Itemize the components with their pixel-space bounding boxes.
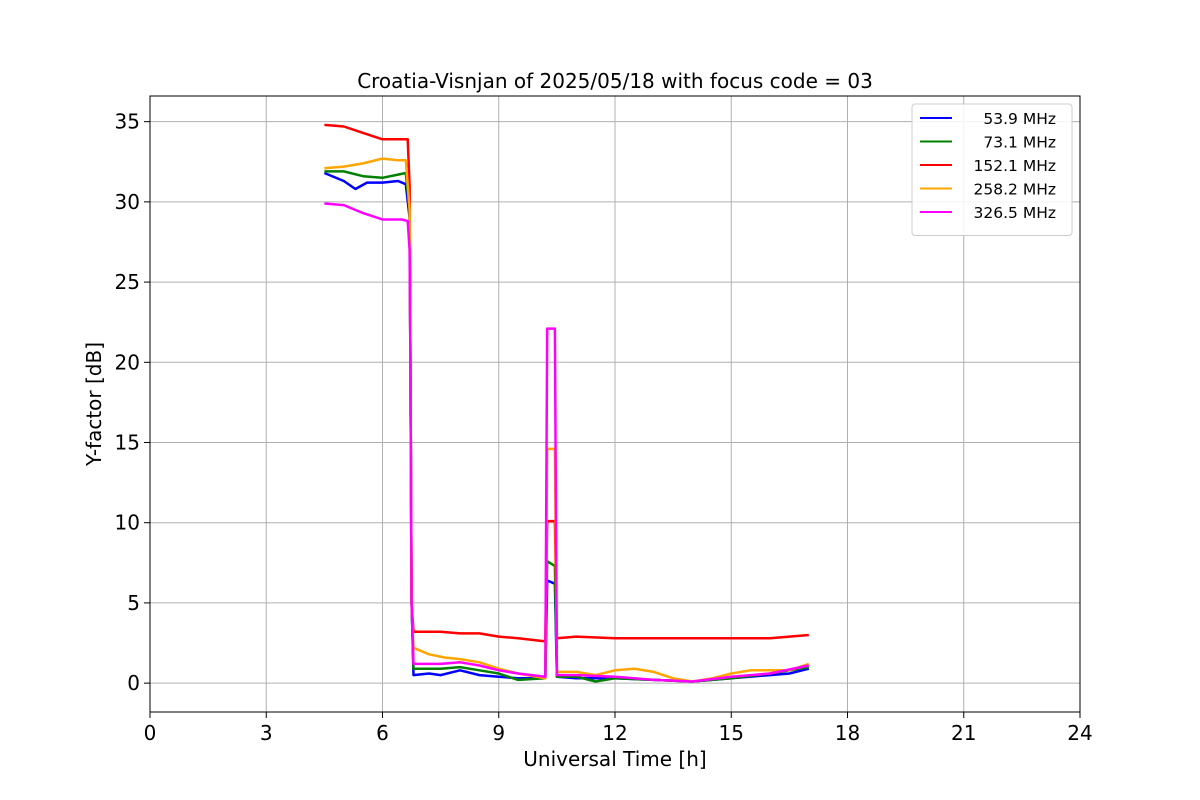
x-tick-label: 15 (719, 721, 744, 745)
x-tick-label: 0 (144, 721, 157, 745)
y-tick-label: 15 (115, 431, 140, 455)
legend-label: 152.1 MHz (974, 157, 1056, 175)
x-axis-label: Universal Time [h] (523, 747, 706, 771)
x-tick-label: 21 (951, 721, 976, 745)
x-tick-label: 3 (260, 721, 273, 745)
legend-label: 73.1 MHz (983, 134, 1056, 152)
legend-label: 258.2 MHz (974, 181, 1056, 199)
legend: 53.9 MHz 73.1 MHz 152.1 MHz 258.2 MHz 326.5 … (911, 103, 1073, 236)
series-line (324, 123, 809, 643)
legend-box (911, 103, 1073, 236)
series-line (324, 202, 810, 683)
legend-label: 326.5 MHz (974, 204, 1056, 222)
x-tick-label: 24 (1067, 721, 1092, 745)
y-tick-label: 5 (127, 591, 140, 615)
y-tick-label: 35 (115, 110, 140, 134)
x-tick-label: 18 (835, 721, 860, 745)
y-tick-label: 20 (115, 350, 140, 374)
series-layer (323, 123, 810, 683)
x-tick-label: 12 (602, 721, 627, 745)
ticks: 0 3 6 9 12 15 18 21 24 0 5 10 15 20 25 30 35 (115, 110, 1093, 745)
y-tick-label: 0 (127, 671, 140, 695)
y-tick-label: 25 (115, 270, 140, 294)
legend-label: 53.9 MHz (983, 110, 1056, 128)
y-axis-label: Y-factor [dB] (82, 342, 106, 467)
y-tick-label: 10 (115, 511, 140, 535)
chart-title: Croatia-Visnjan of 2025/05/18 with focus… (357, 69, 873, 93)
y-tick-label: 30 (115, 190, 140, 214)
x-tick-label: 9 (492, 721, 505, 745)
x-tick-label: 6 (376, 721, 389, 745)
